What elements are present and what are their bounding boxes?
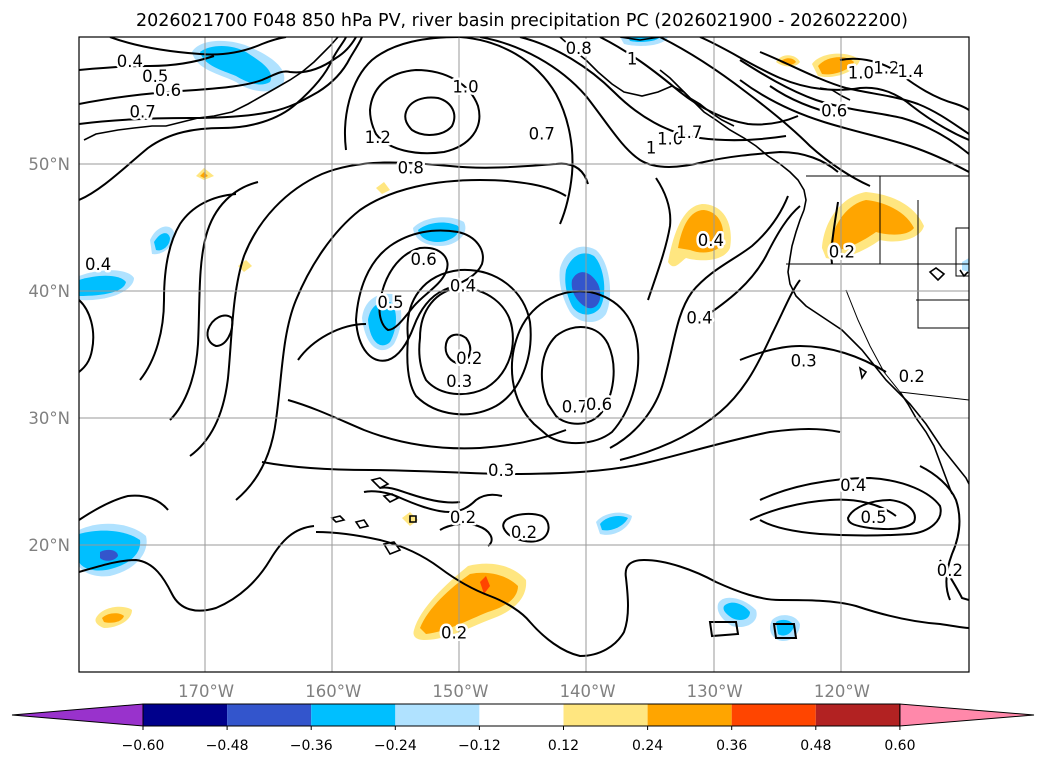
- contour-label: 1.0: [452, 77, 478, 96]
- contour-label: 0.3: [446, 372, 472, 391]
- colorbar-extend-low: [11, 703, 144, 727]
- lat-tick-label: 30°N: [28, 409, 70, 428]
- contour-label: 0.6: [586, 395, 612, 414]
- colorbar-tick-label: 0.60: [884, 738, 915, 754]
- contour-label: 0.4: [450, 277, 476, 296]
- contour-labels: 0.40.50.60.71.21.00.70.810.80.60.40.50.2…: [82, 37, 965, 645]
- contour-label: 0.2: [511, 523, 537, 542]
- latitude-tick-labels: 50°N 40°N 30°N 20°N: [28, 155, 70, 555]
- colorbar-tick-label: 0.48: [800, 738, 831, 754]
- colorbar-segment: [227, 704, 312, 726]
- borders: [786, 175, 969, 401]
- contour-label: 1: [646, 138, 657, 157]
- lon-tick-label: 170°W: [178, 682, 234, 701]
- colorbar-tick-label: 0.36: [716, 738, 747, 754]
- contour-label: 0.6: [410, 250, 436, 269]
- gridlines: [79, 37, 969, 672]
- contour-label: 0.5: [377, 293, 403, 312]
- colorbar-tick-label: 0.12: [548, 738, 579, 754]
- contour-label: 0.7: [529, 124, 555, 143]
- contour-label: 0.2: [829, 242, 855, 261]
- contour-label: 0.7: [129, 103, 155, 122]
- contour-label: 1.0: [848, 63, 874, 82]
- colorbar-extend-high: [899, 703, 1035, 727]
- contour-label: 0.2: [450, 508, 476, 527]
- contour-label: 0.4: [840, 476, 866, 495]
- lon-tick-label: 140°W: [560, 682, 616, 701]
- contour-label: 0.6: [821, 101, 847, 120]
- colorbar-tick-label: −0.36: [290, 738, 333, 754]
- contour-label: 0.5: [860, 508, 886, 527]
- contour-label: 0.4: [117, 52, 143, 71]
- colorbar: −0.60 −0.48 −0.36 −0.24 −0.12 0.12 0.24 0.36 0.4…: [11, 703, 1035, 754]
- contour-label: 1.4: [897, 62, 923, 81]
- lat-tick-label: 20°N: [28, 536, 70, 555]
- colorbar-outline: [142, 703, 901, 727]
- colorbar-segment: [815, 704, 900, 726]
- contour-label: 1.7: [676, 123, 702, 142]
- contour-label: 1.2: [873, 58, 899, 77]
- contour-label: 0.2: [441, 623, 467, 642]
- colorbar-segment: [731, 704, 816, 726]
- contour-label: 1: [627, 49, 638, 68]
- lon-tick-label: 150°W: [432, 682, 488, 701]
- contour-label: 0.8: [398, 159, 424, 178]
- map-title: 2026021700 F048 850 hPa PV, river basin …: [136, 11, 908, 31]
- contour-label: 0.4: [686, 308, 712, 327]
- longitude-tick-labels: 170°W 160°W 150°W 140°W 130°W 120°W: [178, 682, 870, 701]
- contour-label: 0.2: [899, 367, 925, 386]
- pv-contours: [79, 37, 969, 658]
- contour-label: 0.4: [698, 231, 724, 250]
- colorbar-tick-label: 0.24: [632, 738, 663, 754]
- lat-tick-label: 40°N: [28, 282, 70, 301]
- colorbar-segment: [647, 704, 732, 726]
- colorbar-segment: [563, 704, 648, 726]
- colorbar-segment: [311, 704, 396, 726]
- contour-label: 0.4: [85, 255, 111, 274]
- lat-tick-label: 50°N: [28, 155, 70, 174]
- contour-label: 0.7: [562, 397, 588, 416]
- colorbar-tick-label: −0.48: [206, 738, 249, 754]
- colorbar-tick-label: −0.24: [374, 738, 417, 754]
- colorbar-tick-label: −0.60: [122, 738, 165, 754]
- contour-label: 0.3: [488, 461, 514, 480]
- contour-label: 0.2: [456, 349, 482, 368]
- lon-tick-label: 130°W: [687, 682, 743, 701]
- contour-label: 0.8: [566, 39, 592, 58]
- contour-label: 0.5: [142, 67, 168, 86]
- lon-tick-label: 160°W: [305, 682, 361, 701]
- colorbar-segment: [479, 704, 564, 726]
- lon-tick-label: 120°W: [814, 682, 870, 701]
- plot-area: [79, 37, 969, 672]
- precip-shading: [79, 37, 969, 642]
- colorbar-segment: [395, 704, 480, 726]
- contour-label: 0.2: [937, 561, 963, 580]
- colorbar-tick-label: −0.12: [458, 738, 501, 754]
- colorbar-segment: [143, 704, 228, 726]
- contour-label: 0.6: [155, 81, 181, 100]
- map-frame: [78, 36, 970, 673]
- contour-label: 0.3: [791, 352, 817, 371]
- contour-label: 1.0: [657, 129, 683, 148]
- contour-label: 1.2: [365, 128, 391, 147]
